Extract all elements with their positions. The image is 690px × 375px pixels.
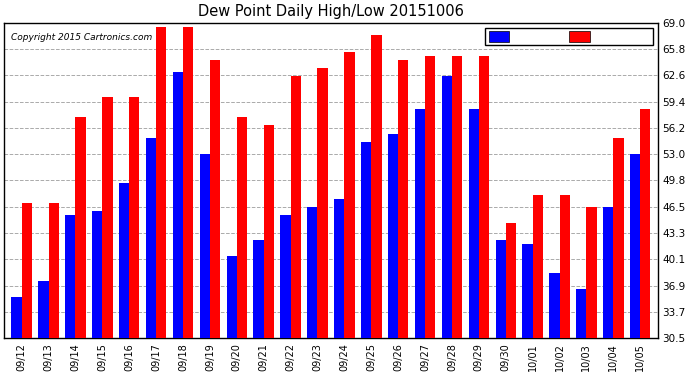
- Bar: [613, 138, 624, 338]
- Bar: [361, 142, 371, 338]
- Bar: [506, 224, 516, 338]
- Bar: [442, 76, 452, 338]
- Bar: [210, 60, 220, 338]
- Bar: [640, 109, 651, 338]
- Bar: [129, 97, 139, 338]
- Bar: [415, 109, 425, 338]
- Bar: [576, 289, 586, 338]
- Bar: [280, 215, 290, 338]
- Bar: [119, 183, 129, 338]
- Bar: [533, 195, 543, 338]
- Bar: [253, 240, 264, 338]
- Bar: [479, 56, 489, 338]
- Bar: [549, 273, 560, 338]
- Bar: [495, 240, 506, 338]
- Bar: [388, 134, 398, 338]
- Bar: [344, 52, 355, 338]
- Bar: [172, 72, 183, 338]
- Bar: [264, 125, 274, 338]
- Bar: [39, 281, 48, 338]
- Bar: [522, 244, 533, 338]
- Bar: [334, 199, 344, 338]
- Legend: Low  (°F), High  (°F): Low (°F), High (°F): [486, 28, 653, 45]
- Bar: [75, 117, 86, 338]
- Bar: [371, 35, 382, 338]
- Bar: [586, 207, 597, 338]
- Bar: [603, 207, 613, 338]
- Bar: [92, 211, 102, 338]
- Bar: [469, 109, 479, 338]
- Bar: [199, 154, 210, 338]
- Bar: [560, 195, 570, 338]
- Bar: [307, 207, 317, 338]
- Bar: [12, 297, 21, 338]
- Bar: [156, 27, 166, 338]
- Bar: [66, 215, 75, 338]
- Bar: [183, 27, 193, 338]
- Bar: [48, 203, 59, 338]
- Text: Copyright 2015 Cartronics.com: Copyright 2015 Cartronics.com: [11, 33, 152, 42]
- Bar: [398, 60, 408, 338]
- Bar: [226, 256, 237, 338]
- Bar: [146, 138, 156, 338]
- Bar: [21, 203, 32, 338]
- Bar: [317, 68, 328, 338]
- Bar: [630, 154, 640, 338]
- Bar: [452, 56, 462, 338]
- Bar: [237, 117, 247, 338]
- Bar: [102, 97, 112, 338]
- Title: Dew Point Daily High/Low 20151006: Dew Point Daily High/Low 20151006: [198, 4, 464, 19]
- Bar: [290, 76, 301, 338]
- Bar: [425, 56, 435, 338]
